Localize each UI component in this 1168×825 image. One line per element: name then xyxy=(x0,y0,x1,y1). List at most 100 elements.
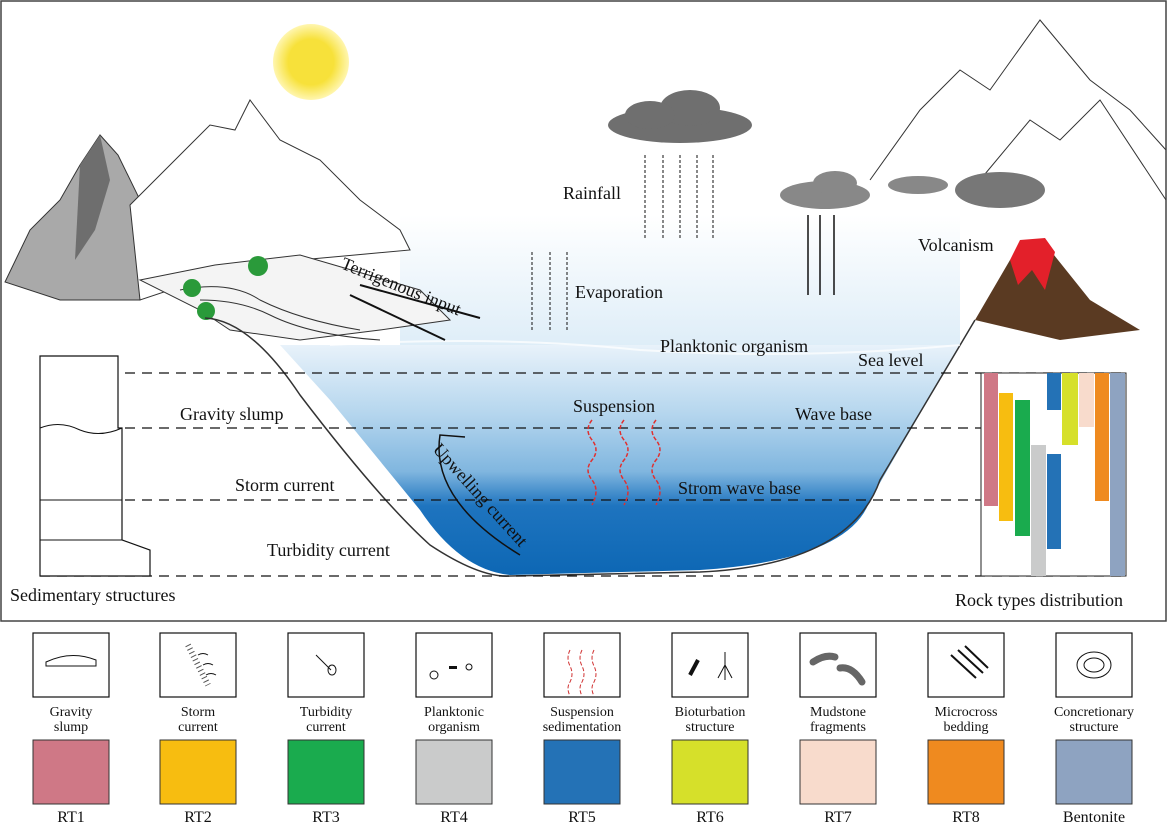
rock-type-label: RT4 xyxy=(440,809,467,825)
rock-type-label: RT6 xyxy=(696,809,723,825)
legend-label: Turbidity xyxy=(300,705,352,720)
bar-rt3 xyxy=(1015,400,1030,536)
rock-type-label: Bentonite xyxy=(1063,809,1125,825)
legend-label: Gravity xyxy=(50,705,93,720)
legend-item-structure: Bioturbation structure xyxy=(671,632,749,735)
bar-rt1 xyxy=(984,373,998,506)
rock-type-swatch xyxy=(415,739,493,805)
rock-type-label: RT2 xyxy=(184,809,211,825)
tree-icon xyxy=(248,256,268,276)
legend-label: current xyxy=(306,720,346,735)
label-rainfall: Rainfall xyxy=(563,183,621,203)
label-sea-level: Sea level xyxy=(858,350,923,370)
gravity-slump-icon xyxy=(45,655,97,667)
legend-item-structure: Planktonic organism xyxy=(415,632,493,735)
legend-label: current xyxy=(178,720,218,735)
label-planktonic-organism: Planktonic organism xyxy=(660,336,808,356)
sedimentary-column xyxy=(39,355,151,577)
legend-label: slump xyxy=(54,720,88,735)
label-rock-types-distribution: Rock types distribution xyxy=(955,590,1123,610)
label-gravity-slump: Gravity slump xyxy=(180,404,284,424)
upwelling-arrow xyxy=(438,434,521,556)
legend-label: Suspension xyxy=(550,705,614,720)
label-wave-base: Wave base xyxy=(795,404,872,424)
volcano-icon xyxy=(955,172,1140,340)
legend-label: fragments xyxy=(810,720,866,735)
bar-rt6 xyxy=(1062,373,1078,445)
suspension-squiggles xyxy=(587,419,661,506)
bar-rt4 xyxy=(1031,445,1046,576)
label-sedimentary-structures: Sedimentary structures xyxy=(10,585,175,605)
legend: Gravity slump Storm current Turbidity cu… xyxy=(32,632,1134,825)
sea-basin xyxy=(280,345,960,575)
legend-item-structure: Storm current xyxy=(159,632,237,735)
rock-type-swatch xyxy=(287,739,365,805)
microcross-bedding-icon xyxy=(950,645,989,679)
rock-type-label: RT5 xyxy=(568,809,595,825)
legend-item-structure: Microcross bedding xyxy=(927,632,1005,735)
turbidity-current-icon xyxy=(315,654,337,676)
rock-type-swatch xyxy=(159,739,237,805)
tree-icon xyxy=(197,302,215,320)
rock-types-distribution-chart xyxy=(980,372,1127,577)
rock-type-swatch xyxy=(927,739,1005,805)
legend-item-structure: Turbidity current xyxy=(287,632,365,735)
bar-rt8 xyxy=(1095,373,1109,501)
rock-type-label: RT7 xyxy=(824,809,851,825)
legend-item-rock-type: RT6 xyxy=(671,739,749,825)
rainfall-arrows xyxy=(644,155,714,238)
legend-item-rock-type: Bentonite xyxy=(1055,739,1133,825)
legend-label: Mudstone xyxy=(810,705,866,720)
legend-label: bedding xyxy=(943,720,988,735)
legend-label: Microcross xyxy=(935,705,998,720)
legend-label: Concretionary xyxy=(1054,705,1134,720)
rock-type-swatch xyxy=(671,739,749,805)
storm-current-icon xyxy=(185,643,217,687)
rock-type-swatch xyxy=(32,739,110,805)
bar-bentonite xyxy=(1110,373,1125,576)
rock-type-swatch xyxy=(543,739,621,805)
legend-item-rock-type: RT3 xyxy=(287,739,365,825)
label-turbidity-current: Turbidity current xyxy=(267,540,390,560)
volcano-rain-arrows xyxy=(807,215,835,295)
bar-rt5-upper xyxy=(1047,373,1061,410)
concretionary-icon xyxy=(1076,651,1112,679)
sun-icon xyxy=(273,24,349,100)
label-volcanism: Volcanism xyxy=(918,235,994,255)
legend-item-structure: Suspension sedimentation xyxy=(543,632,622,735)
legend-item-rock-type: RT7 xyxy=(799,739,877,825)
legend-item-structure: Concretionary structure xyxy=(1054,632,1134,735)
label-storm-current: Storm current xyxy=(235,475,334,495)
suspension-sedimentation-icon xyxy=(567,649,597,697)
rock-type-label: RT1 xyxy=(57,809,84,825)
evaporation-arrows xyxy=(531,250,568,330)
legend-label: Bioturbation xyxy=(675,705,746,720)
legend-item-rock-type: RT4 xyxy=(415,739,493,825)
rock-type-swatch xyxy=(799,739,877,805)
planktonic-organism-icon xyxy=(429,663,473,680)
depth-lines xyxy=(40,372,1128,577)
label-strom-wave-base: Strom wave base xyxy=(678,478,801,498)
legend-label: Planktonic xyxy=(424,705,484,720)
legend-item-structure: Gravity slump xyxy=(32,632,110,735)
legend-item-rock-type: RT1 xyxy=(32,739,110,825)
terrigenous-arrows xyxy=(349,284,481,341)
legend-item-structure: Mudstone fragments xyxy=(799,632,877,735)
rock-type-label: RT8 xyxy=(952,809,979,825)
rock-type-label: RT3 xyxy=(312,809,339,825)
label-evaporation: Evaporation xyxy=(575,282,663,302)
cloud-icon xyxy=(780,171,948,209)
rock-type-swatch xyxy=(1055,739,1133,805)
bar-rt7 xyxy=(1079,373,1094,427)
bar-rt5-lower xyxy=(1047,454,1061,549)
legend-label: Storm xyxy=(181,705,215,720)
label-suspension: Suspension xyxy=(573,396,655,416)
bar-rt2 xyxy=(999,393,1013,521)
sky-haze xyxy=(400,215,960,345)
legend-label: organism xyxy=(428,720,480,735)
bioturbation-icon xyxy=(688,652,733,680)
legend-label: sedimentation xyxy=(543,720,622,735)
legend-label: structure xyxy=(686,720,735,735)
tree-icon xyxy=(183,279,201,297)
